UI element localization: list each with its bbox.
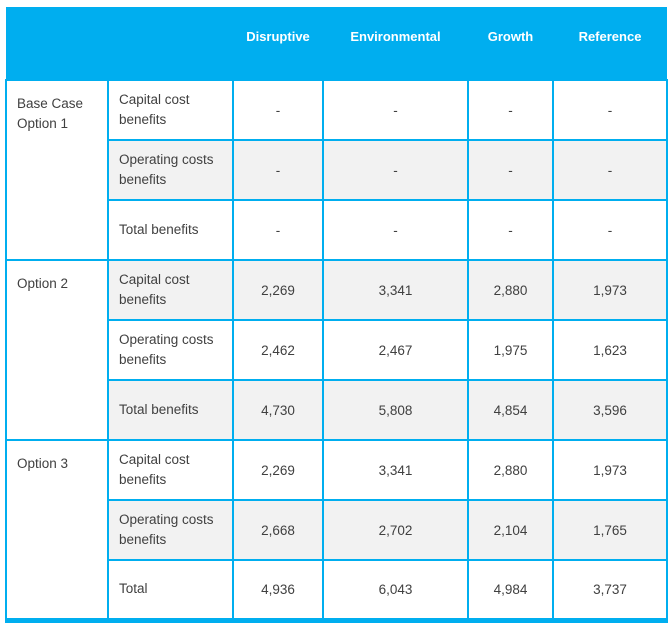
table-row: Operating costs benefits 2,462 2,467 1,9… bbox=[6, 319, 668, 381]
column-header-growth: Growth bbox=[468, 7, 553, 80]
value-cell: 2,880 bbox=[467, 439, 554, 501]
value-cell: 2,702 bbox=[322, 499, 469, 561]
table-row: Total 4,936 6,043 4,984 3,737 bbox=[6, 559, 668, 621]
value-cell: 5,808 bbox=[322, 379, 469, 441]
table-row: Total benefits 4,730 5,808 4,854 3,596 bbox=[6, 379, 668, 441]
column-header-environmental: Environmental bbox=[323, 7, 468, 80]
value-cell: 1,973 bbox=[552, 439, 668, 501]
row-label: Operating costs benefits bbox=[107, 319, 234, 381]
value-cell: 3,341 bbox=[322, 439, 469, 501]
table-row: Option 3 Capital cost benefits 2,269 3,3… bbox=[5, 439, 668, 621]
value-cell: - bbox=[467, 139, 554, 201]
value-cell: - bbox=[467, 79, 554, 141]
row-label: Capital cost benefits bbox=[107, 259, 234, 321]
column-header-reference: Reference bbox=[553, 7, 667, 80]
group-cell-option-2: Option 2 bbox=[5, 259, 109, 441]
value-cell: - bbox=[322, 199, 469, 261]
row-label: Total bbox=[107, 559, 234, 621]
value-cell: 2,467 bbox=[322, 319, 469, 381]
row-label: Total benefits bbox=[107, 199, 234, 261]
header-blank-cell bbox=[6, 7, 233, 80]
value-cell: 2,462 bbox=[232, 319, 324, 381]
table-row: Operating costs benefits - - - - bbox=[6, 139, 668, 201]
value-cell: 4,854 bbox=[467, 379, 554, 441]
table-row: Total benefits - - - - bbox=[6, 199, 668, 261]
value-cell: 2,104 bbox=[467, 499, 554, 561]
value-cell: - bbox=[322, 79, 469, 141]
value-cell: 2,269 bbox=[232, 259, 324, 321]
value-cell: - bbox=[552, 199, 668, 261]
value-cell: - bbox=[467, 199, 554, 261]
value-cell: 1,975 bbox=[467, 319, 554, 381]
value-cell: - bbox=[232, 79, 324, 141]
table-row: Operating costs benefits 2,668 2,702 2,1… bbox=[6, 499, 668, 561]
value-cell: 1,623 bbox=[552, 319, 668, 381]
value-cell: 4,730 bbox=[232, 379, 324, 441]
value-cell: 4,984 bbox=[467, 559, 554, 621]
row-label: Operating costs benefits bbox=[107, 139, 234, 201]
table-row: Base Case Option 1 Capital cost benefits… bbox=[5, 79, 668, 261]
value-cell: 3,737 bbox=[552, 559, 668, 621]
value-cell: 6,043 bbox=[322, 559, 469, 621]
row-label: Total benefits bbox=[107, 379, 234, 441]
value-cell: 1,765 bbox=[552, 499, 668, 561]
value-cell: 3,341 bbox=[322, 259, 469, 321]
value-cell: - bbox=[552, 79, 668, 141]
row-label: Capital cost benefits bbox=[107, 79, 234, 141]
column-header-disruptive: Disruptive bbox=[233, 7, 323, 80]
value-cell: 2,668 bbox=[232, 499, 324, 561]
row-label: Operating costs benefits bbox=[107, 499, 234, 561]
value-cell: - bbox=[232, 199, 324, 261]
value-cell: 2,269 bbox=[232, 439, 324, 501]
group-cell-base-case: Base Case Option 1 bbox=[5, 79, 109, 261]
value-cell: - bbox=[552, 139, 668, 201]
header-row: Disruptive Environmental Growth Referenc… bbox=[6, 7, 667, 80]
value-cell: 4,936 bbox=[232, 559, 324, 621]
group-cell-option-3: Option 3 bbox=[5, 439, 109, 621]
table-row: Option 2 Capital cost benefits 2,269 3,3… bbox=[5, 259, 668, 441]
value-cell: - bbox=[232, 139, 324, 201]
value-cell: - bbox=[322, 139, 469, 201]
value-cell: 1,973 bbox=[552, 259, 668, 321]
value-cell: 3,596 bbox=[552, 379, 668, 441]
benefits-table: Disruptive Environmental Growth Referenc… bbox=[5, 7, 668, 623]
value-cell: 2,880 bbox=[467, 259, 554, 321]
row-label: Capital cost benefits bbox=[107, 439, 234, 501]
